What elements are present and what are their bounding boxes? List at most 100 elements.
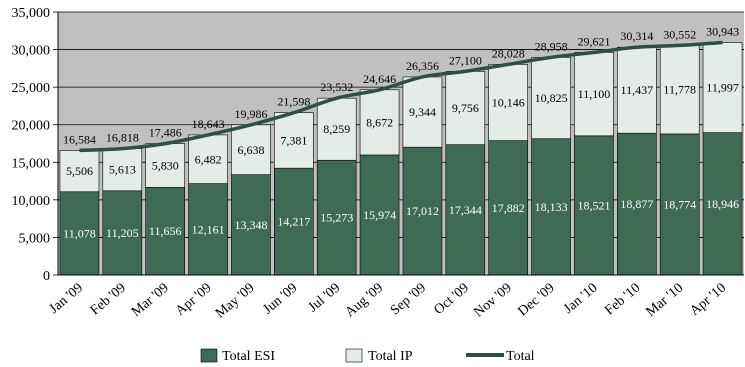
- plot-area: 0 5,000 10,000 15,000 20,000 25,000 30,000 35,0…: [12, 6, 744, 322]
- data-label-total-ip: 7,381: [280, 133, 307, 147]
- bar-total-esi-feb-10: [617, 132, 657, 276]
- data-label-total-ip: 6,482: [195, 152, 222, 166]
- data-label-total-esi: 11,656: [149, 224, 182, 238]
- bar-total-ip-apr-09: [188, 134, 228, 184]
- x-tick-label: Apr '10: [687, 281, 729, 319]
- y-tick-label: 25,000: [12, 81, 51, 96]
- data-label-total-ip: 5,613: [109, 163, 136, 177]
- x-tick-label: Jan '09: [47, 281, 86, 317]
- data-label-total-ip: 5,506: [66, 164, 93, 178]
- data-label-total-esi: 15,273: [320, 211, 353, 225]
- y-tick-label: 35,000: [12, 6, 51, 21]
- data-label-total-esi: 18,946: [706, 197, 739, 211]
- data-label-total-ip: 11,778: [663, 83, 696, 97]
- data-label-total: 30,943: [706, 24, 739, 38]
- data-label-total-esi: 18,521: [577, 198, 610, 212]
- x-tick-label: Apr '09: [173, 281, 215, 319]
- data-label-total: 19,986: [234, 107, 267, 121]
- data-label-total-ip: 11,437: [621, 83, 654, 97]
- data-label-total-ip: 11,100: [578, 87, 611, 101]
- data-label-total-esi: 11,205: [106, 226, 139, 240]
- data-label-total: 29,621: [577, 34, 610, 48]
- bar-total-esi-nov-09: [488, 140, 528, 276]
- bar-total-ip-oct-09: [445, 71, 486, 145]
- data-label-total-esi: 13,348: [234, 218, 267, 232]
- data-label-total: 28,958: [535, 39, 568, 53]
- data-label-total-ip: 6,638: [237, 143, 264, 157]
- bar-total-ip-jun-09: [274, 112, 314, 169]
- legend-label-total-ip: Total IP: [368, 349, 413, 364]
- bar-total-ip-feb-10: [617, 46, 657, 134]
- x-tick-label: Dec '09: [515, 281, 557, 320]
- data-label-total: 30,552: [663, 27, 696, 41]
- data-label-total-ip: 9,344: [409, 105, 436, 119]
- bar-total-ip-jul-09: [316, 97, 357, 161]
- bar-total-esi-may-09: [231, 174, 271, 276]
- data-label-total-ip: 8,672: [366, 115, 393, 129]
- legend-label-total-esi: Total ESI: [222, 349, 275, 364]
- data-label-total-ip: 10,146: [492, 96, 525, 110]
- bar-total-esi-jun-09: [274, 167, 314, 276]
- bar-total-esi-dec-09: [531, 138, 571, 276]
- y-tick-label: 20,000: [12, 119, 51, 134]
- data-label-total: 18,643: [192, 117, 225, 131]
- x-tick-label: Feb '09: [88, 281, 129, 319]
- legend-swatch-total-ip: [345, 348, 363, 363]
- line-total: [79, 40, 723, 153]
- data-label-total: 26,356: [406, 59, 439, 73]
- data-label-total: 23,532: [320, 80, 353, 94]
- data-label-total-esi: 14,217: [277, 215, 310, 229]
- bar-total-esi-mar-09: [145, 187, 185, 276]
- bar-total-ip-may-09: [231, 124, 271, 175]
- y-tick-label: 10,000: [12, 194, 51, 209]
- bar-total-ip-feb-09: [102, 148, 143, 192]
- bar-total-ip-mar-09: [145, 143, 185, 188]
- data-label-total: 27,100: [449, 53, 482, 67]
- data-label-total-ip: 9,756: [452, 101, 479, 115]
- data-label-total-esi: 11,078: [63, 226, 96, 240]
- bar-total-esi-jul-09: [316, 159, 357, 276]
- data-label-total: 21,598: [277, 95, 310, 109]
- data-label-total-esi: 15,974: [363, 208, 396, 222]
- data-label-total-esi: 18,774: [663, 197, 696, 211]
- data-label-total: 24,646: [363, 72, 396, 86]
- data-label-total-ip: 10,825: [535, 91, 568, 105]
- bar-total-ip-mar-10: [659, 45, 700, 135]
- data-label-total-esi: 12,161: [192, 222, 225, 236]
- data-label-total: 28,028: [492, 46, 525, 60]
- bar-total-ip-aug-09: [359, 89, 400, 156]
- data-label-total-ip: 11,997: [706, 81, 739, 95]
- bar-total-esi-oct-09: [445, 144, 486, 276]
- x-tick-label: Sep '09: [388, 281, 429, 319]
- x-tick-label: Nov '09: [471, 281, 514, 321]
- x-tick-label: May '09: [213, 281, 258, 322]
- bar-total-esi-sep-09: [402, 146, 443, 276]
- x-tick-label: Oct '09: [431, 281, 471, 318]
- data-label-total-esi: 18,877: [620, 197, 653, 211]
- data-label-total-ip: 5,830: [152, 159, 179, 173]
- bar-total-ip-nov-09: [488, 64, 528, 141]
- data-label-total-esi: 17,882: [492, 201, 525, 215]
- y-tick-label: 5,000: [19, 231, 51, 246]
- bar-total-ip-jan-10: [574, 52, 614, 137]
- data-label-total-esi: 17,012: [406, 204, 439, 218]
- x-tick-label: Jan '10: [561, 281, 600, 317]
- x-tick-label: Aug '09: [343, 281, 386, 321]
- bar-total-esi-aug-09: [359, 154, 400, 276]
- x-tick-label: Mar '10: [643, 281, 686, 320]
- bar-total-ip-apr-10: [702, 42, 743, 133]
- y-tick-label: 30,000: [12, 44, 51, 59]
- y-tick-label: 15,000: [12, 156, 51, 171]
- data-label-total: 30,314: [620, 29, 653, 43]
- bar-total-esi-apr-09: [188, 183, 228, 276]
- data-label-total-esi: 17,344: [449, 203, 482, 217]
- bar-total-ip-sep-09: [402, 76, 443, 148]
- data-label-total-ip: 8,259: [323, 122, 350, 136]
- bar-total-esi-apr-10: [702, 132, 743, 276]
- x-tick-label: Mar '09: [129, 281, 172, 320]
- data-label-total: 17,486: [149, 126, 182, 140]
- data-label-total: 16,584: [63, 132, 96, 146]
- legend: Total ESI Total IP Total: [200, 348, 535, 364]
- data-label-total: 16,818: [106, 131, 139, 145]
